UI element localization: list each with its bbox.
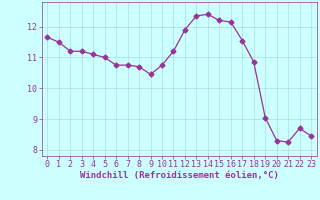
X-axis label: Windchill (Refroidissement éolien,°C): Windchill (Refroidissement éolien,°C) (80, 171, 279, 180)
